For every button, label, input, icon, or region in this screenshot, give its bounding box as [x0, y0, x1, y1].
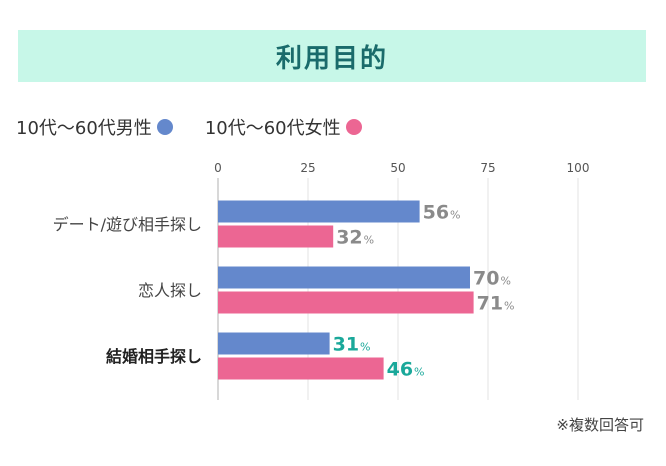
- legend-item-female: 10代〜60代女性: [205, 114, 362, 140]
- legend-label-female: 10代〜60代女性: [204, 118, 341, 139]
- bar: [218, 225, 334, 248]
- bar-value-label: 32%: [336, 227, 374, 249]
- bar-value-label: 70%: [473, 268, 511, 290]
- legend-item-male: 10代〜60代男性: [16, 114, 173, 140]
- category-label: 恋人探し: [138, 281, 202, 300]
- category-label: 結婚相手探し: [106, 347, 202, 366]
- chart-title: 利用目的: [275, 43, 388, 74]
- tick-label: 75: [480, 161, 495, 175]
- bar-value-label: 56%: [423, 202, 461, 224]
- category-label: デート/遊び相手探し: [53, 215, 202, 234]
- legend-label-male: 10代〜60代男性: [16, 118, 152, 139]
- bar-value-label: 46%: [387, 359, 425, 381]
- bar: [218, 266, 470, 289]
- bar-value-label: 31%: [333, 334, 371, 356]
- tick-label: 50: [390, 161, 405, 175]
- tick-label: 25: [300, 161, 315, 175]
- legend-swatch-male: [156, 119, 173, 135]
- footnote: ※複数回答可: [556, 416, 644, 434]
- title-banner: 利用目的: [18, 30, 646, 82]
- bar: [218, 200, 420, 223]
- legend: 10代〜60代男性 10代〜60代女性: [16, 114, 362, 140]
- bar: [218, 332, 330, 355]
- tick-label: 100: [567, 161, 590, 175]
- legend-swatch-female: [345, 119, 362, 135]
- bar: [218, 291, 474, 314]
- bar-value-label: 71%: [477, 293, 515, 315]
- bar: [218, 357, 384, 380]
- tick-label: 0: [214, 161, 222, 175]
